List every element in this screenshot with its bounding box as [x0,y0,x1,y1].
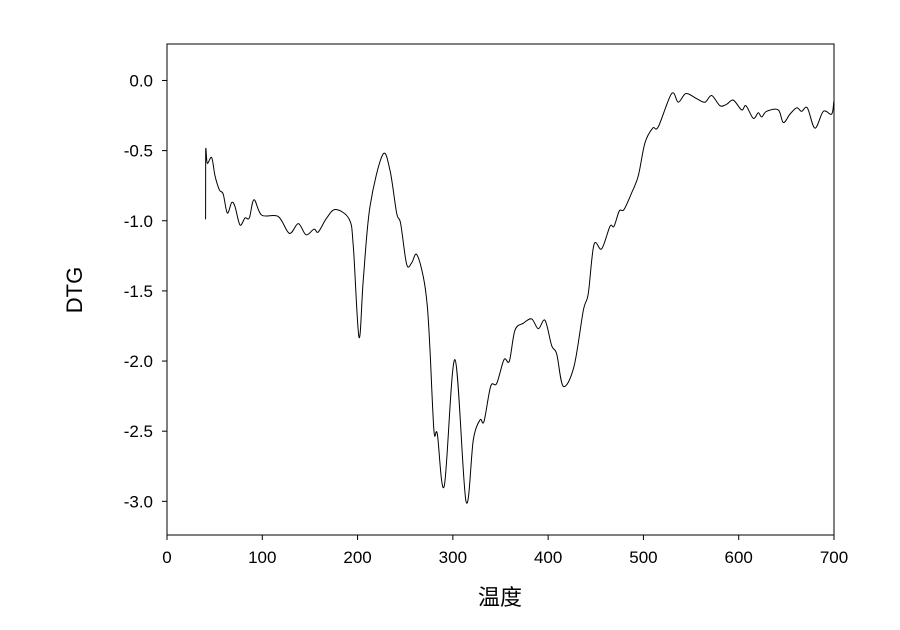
y-tick-label: -1.0 [124,212,153,231]
x-tick-label: 400 [534,548,562,567]
x-tick-label: 200 [343,548,371,567]
plot-frame [166,43,835,536]
x-axis-label: 温度 [478,585,522,610]
y-axis-label: DTG [62,267,87,313]
x-axis: 0 100 200 300 400 500 600 700 [162,535,848,567]
x-tick-label: 700 [820,548,848,567]
y-tick-label: -2.0 [124,352,153,371]
x-tick-label: 600 [725,548,753,567]
x-tick-label: 0 [162,548,171,567]
y-tick-label: -1.5 [124,282,153,301]
x-tick-label: 500 [629,548,657,567]
x-tick-label: 100 [248,548,276,567]
y-tick-label: -2.5 [124,422,153,441]
dtg-series-line [205,92,835,504]
y-tick-label: -3.0 [124,492,153,511]
y-axis: 0.0 -0.5 -1.0 -1.5 -2.0 -2.5 -3.0 [124,71,167,511]
y-tick-label: 0.0 [129,71,153,90]
y-tick-label: -0.5 [124,142,153,161]
x-tick-label: 300 [439,548,467,567]
